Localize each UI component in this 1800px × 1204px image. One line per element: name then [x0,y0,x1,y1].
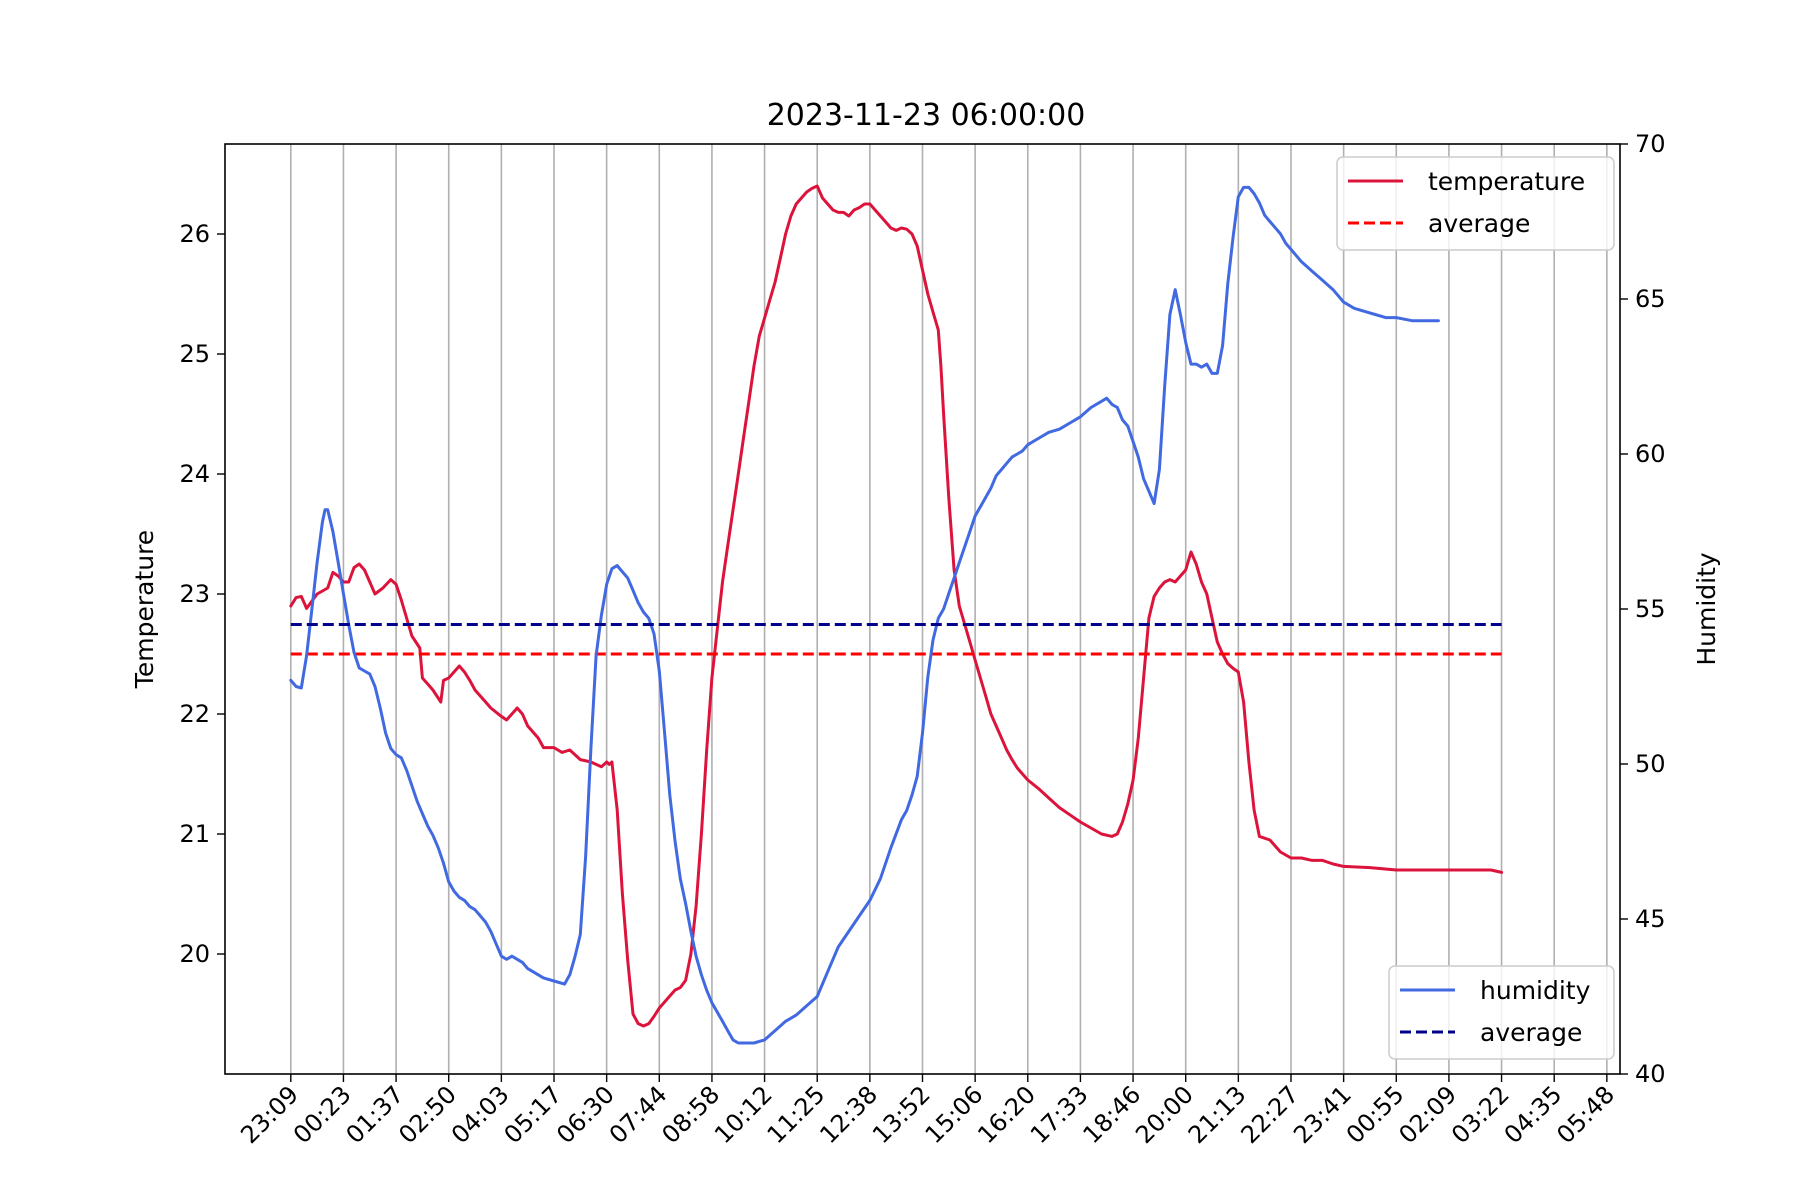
x-tick-label: 08:58 [656,1080,725,1149]
legend-bottom-right: humidity average [1388,965,1615,1060]
x-tick-label: 06:30 [551,1080,620,1149]
x-tick-label: 18:46 [1078,1080,1147,1149]
x-tick-label: 02:09 [1393,1080,1462,1149]
x-tick-label: 23:41 [1288,1080,1357,1149]
x-tick-label: 03:22 [1446,1080,1515,1149]
x-tick-label: 23:09 [235,1080,304,1149]
legend-label-humidity-average: average [1480,1018,1582,1047]
y-right-tick-label: 70 [1635,130,1666,158]
temperature-line [289,184,1504,1028]
x-tick-label: 15:06 [920,1080,989,1149]
series-layer [289,184,1504,1045]
x-tick-label: 07:44 [604,1080,673,1149]
x-tick-label: 05:17 [499,1080,568,1149]
x-tick-label: 04:03 [446,1080,515,1149]
x-tick-label: 05:48 [1551,1080,1620,1149]
y-right-tick-label: 55 [1635,595,1666,623]
x-tick-label: 20:00 [1130,1080,1199,1149]
y-left-tick-label: 25 [179,340,210,368]
y-right-tick-label: 60 [1635,440,1666,468]
x-tick-label: 11:25 [762,1080,831,1149]
y-right-tick-label: 50 [1635,750,1666,778]
y-left-tick-label: 23 [179,580,210,608]
grid-lines [290,144,1608,1074]
x-tick-label: 12:38 [814,1080,883,1149]
y-right-tick-label: 65 [1635,285,1666,313]
x-tick-label: 21:13 [1183,1080,1252,1149]
y-left-tick-label: 21 [179,820,210,848]
y-right-tick-label: 40 [1635,1060,1666,1088]
x-tick-label: 13:52 [867,1080,936,1149]
legend-label-humidity: humidity [1480,976,1591,1005]
y-left-tick-label: 24 [179,460,210,488]
legend-label-temperature-average: average [1428,209,1530,238]
y-left-tick-label: 20 [179,940,210,968]
x-tick-label: 22:27 [1236,1080,1305,1149]
y-left-tick-label: 22 [179,700,210,728]
y-axis-left-label: Temperature [130,530,159,689]
humidity-line [289,185,1440,1045]
chart-title: 2023-11-23 06:00:00 [767,98,1086,133]
x-tick-label: 10:12 [709,1080,778,1149]
legend-label-temperature: temperature [1428,167,1585,196]
legend-box [1336,156,1615,251]
x-tick-label: 00:23 [288,1080,357,1149]
y-right-tick-label: 45 [1635,905,1666,933]
x-tick-label: 01:37 [341,1080,410,1149]
y-left-tick-label: 26 [179,220,210,248]
x-tick-label: 00:55 [1341,1080,1410,1149]
x-tick-label: 02:50 [393,1080,462,1149]
legend-top-right: temperature average [1336,156,1615,251]
x-tick-label: 17:33 [1025,1080,1094,1149]
y-axis-right-label: Humidity [1692,552,1721,666]
x-tick-label: 16:20 [972,1080,1041,1149]
x-tick-label: 04:35 [1499,1080,1568,1149]
